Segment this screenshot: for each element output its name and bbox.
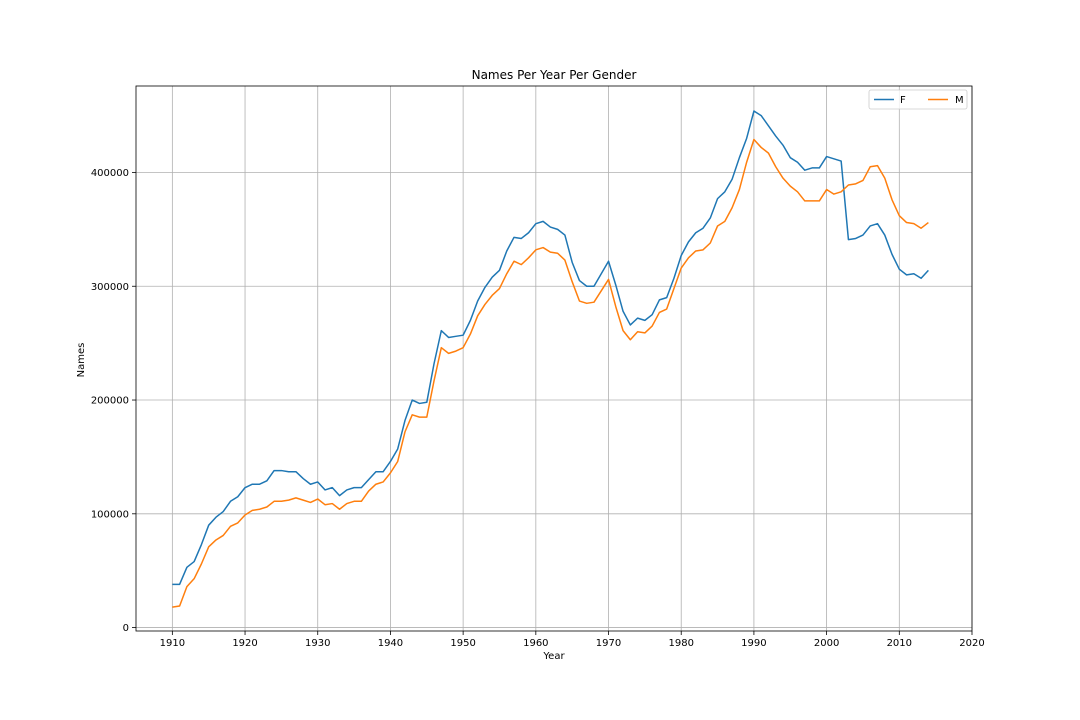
x-tick-label: 1920 bbox=[232, 638, 257, 649]
x-tick-label: 1970 bbox=[596, 638, 621, 649]
x-tick-label: 1940 bbox=[378, 638, 403, 649]
legend-label-f: F bbox=[900, 95, 906, 106]
chart-title: Names Per Year Per Gender bbox=[472, 68, 637, 82]
legend-box bbox=[868, 89, 968, 110]
x-axis-ticks: 1910 1920 1930 1940 1950 1960 1970 1980 1990 2000… bbox=[160, 631, 985, 649]
x-tick-label: 2010 bbox=[887, 638, 912, 649]
series-line-m bbox=[172, 138, 929, 608]
y-tick-label: 300000 bbox=[91, 282, 129, 293]
series-line-f bbox=[172, 110, 929, 586]
x-tick-label: 1910 bbox=[160, 638, 185, 649]
y-tick-label: 0 bbox=[123, 623, 129, 634]
x-tick-label: 1960 bbox=[523, 638, 548, 649]
x-tick-label: 2000 bbox=[814, 638, 839, 649]
series-layer bbox=[172, 110, 929, 608]
legend-label-m: M bbox=[955, 95, 964, 106]
y-axis-ticks: 0 100000 200000 300000 400000 bbox=[91, 168, 136, 634]
x-axis-label: Year bbox=[542, 651, 565, 662]
x-tick-label: 2020 bbox=[959, 638, 984, 649]
legend: F M bbox=[868, 89, 968, 110]
x-tick-label: 1980 bbox=[668, 638, 693, 649]
y-axis-label: Names bbox=[76, 343, 87, 378]
x-tick-label: 1930 bbox=[305, 638, 330, 649]
grid-lines bbox=[136, 86, 973, 631]
y-tick-label: 400000 bbox=[91, 168, 129, 179]
x-tick-label: 1990 bbox=[741, 638, 766, 649]
y-tick-label: 200000 bbox=[91, 396, 129, 407]
plot-area-frame bbox=[135, 85, 973, 632]
y-tick-label: 100000 bbox=[91, 509, 129, 520]
x-tick-label: 1950 bbox=[450, 638, 475, 649]
